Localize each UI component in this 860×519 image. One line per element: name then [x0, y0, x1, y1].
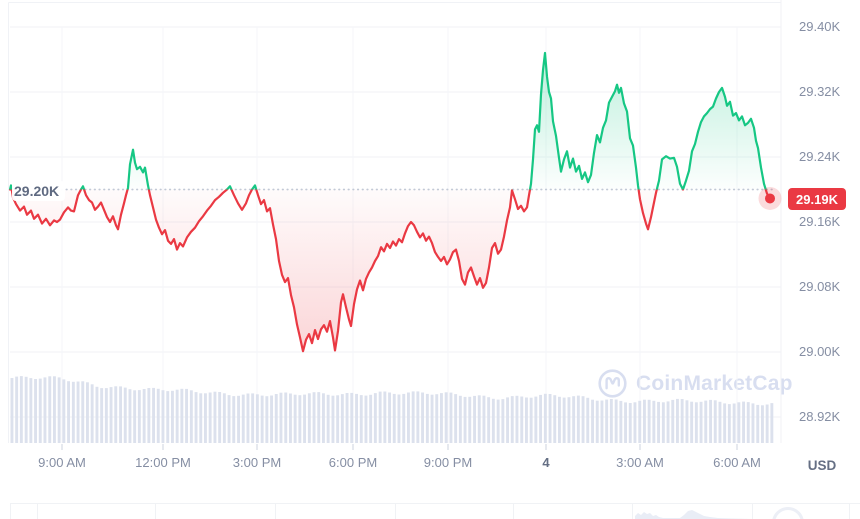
scrubber-cell-divider — [155, 503, 156, 519]
scrubber-mini-chart — [635, 510, 752, 519]
scrubber-cell-divider — [849, 503, 850, 519]
bottom-scrubber-panel[interactable] — [0, 503, 860, 519]
y-axis-label: 29.00K — [799, 344, 841, 359]
x-axis-label: 6:00 AM — [713, 455, 761, 470]
currency-unit-label: USD — [807, 458, 837, 473]
y-axis-label: 29.40K — [799, 19, 841, 34]
y-axis-label: 29.32K — [799, 84, 841, 99]
baseline-price-label: 29.20K — [12, 181, 66, 201]
y-axis-label: 29.24K — [799, 149, 841, 164]
scrubber-cell-divider — [752, 503, 753, 519]
x-axis-label: 12:00 PM — [135, 455, 191, 470]
x-axis-label: 3:00 AM — [616, 455, 664, 470]
y-axis-label: 28.92K — [799, 409, 841, 424]
x-axis-label: 3:00 PM — [232, 455, 282, 470]
price-line-down — [8, 189, 772, 353]
scrubber-logo-circle — [772, 507, 804, 519]
volume-bars — [10, 376, 774, 443]
scrubber-cell-divider — [632, 503, 633, 519]
bottom-panel-border — [10, 503, 860, 504]
watermark-text: CoinMarketCap — [636, 371, 793, 395]
scrubber-cell-divider — [275, 503, 276, 519]
area-fill-up — [10, 53, 770, 190]
x-axis-label: 6:00 PM — [328, 455, 378, 470]
scrubber-cell-divider — [37, 503, 38, 519]
current-price-badge: 29.19K — [788, 188, 846, 210]
y-axis-label: 29.16K — [799, 214, 841, 229]
coinmarketcap-logo-icon — [598, 369, 627, 398]
coinmarketcap-watermark: CoinMarketCap — [598, 369, 793, 398]
x-axis-label: 9:00 AM — [38, 455, 86, 470]
last-price-dot — [765, 193, 775, 204]
price-line-up — [8, 51, 767, 190]
scrubber-cell-divider — [513, 503, 514, 519]
x-axis-label: 4 — [542, 455, 550, 470]
scrubber-cell-divider — [10, 503, 11, 519]
area-fill-down — [10, 189, 770, 352]
y-axis-label: 29.08K — [799, 279, 841, 294]
scrubber-cell-divider — [395, 503, 396, 519]
x-axis-label: 9:00 PM — [423, 455, 473, 470]
